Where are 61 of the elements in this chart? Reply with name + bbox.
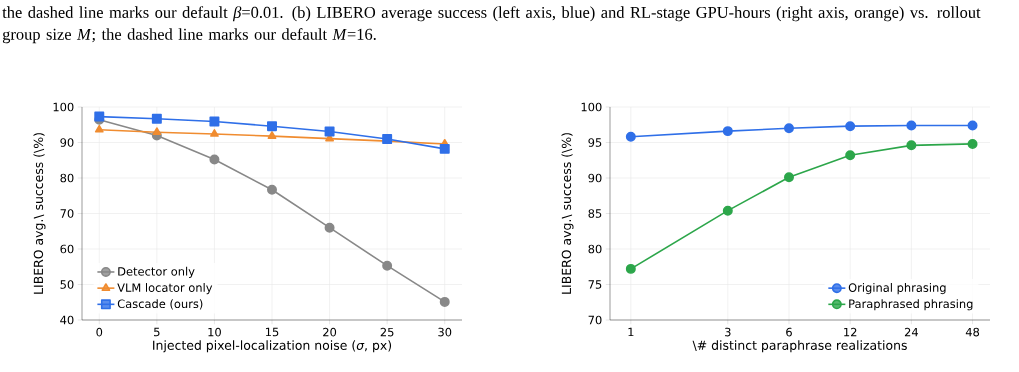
- y-axis-title: LIBERO avg.\ success (\%): [561, 133, 574, 294]
- point: [784, 172, 794, 183]
- point: [210, 129, 219, 137]
- x-tick-label: 25: [380, 327, 394, 337]
- legend-label: VLM locator only: [117, 283, 213, 295]
- y-tick-label: 80: [588, 244, 602, 254]
- x-tick-label: 10: [208, 327, 221, 337]
- x-tick-label: 0: [96, 327, 103, 337]
- legend-label: Original phrasing: [848, 283, 946, 295]
- point: [209, 116, 220, 127]
- point: [439, 296, 450, 307]
- point: [267, 121, 277, 132]
- text: the dashed line marks our default β=0.01. (b) LIBERO average success (left axis, blue) and RL-stage GPU-hours (right axis, orange) vs. rollout group size M; the dashed line marks our default M=16.: [2, 6, 981, 44]
- x-tick-label: 48: [965, 327, 980, 337]
- point: [209, 154, 220, 165]
- point: [382, 260, 393, 271]
- point: [967, 138, 978, 149]
- point: [784, 123, 794, 134]
- point: [267, 131, 277, 139]
- y-tick-label: 100: [53, 102, 74, 112]
- y-tick-label: 40: [60, 315, 74, 325]
- y-tick-label: 90: [588, 173, 602, 183]
- y-tick-label: 50: [60, 280, 74, 289]
- x-tick-label: 24: [904, 327, 918, 337]
- y-tick-label: 70: [588, 315, 602, 325]
- y-tick-label: 75: [588, 280, 602, 289]
- point: [324, 222, 335, 233]
- x-tick-label: 1: [628, 327, 634, 337]
- point: [151, 113, 162, 124]
- y-tick-label: 70: [60, 209, 74, 218]
- x-tick-label: 30: [438, 327, 452, 337]
- y-tick-label: 80: [60, 173, 74, 183]
- point: [324, 126, 335, 137]
- point: [967, 120, 978, 131]
- legend-label: Detector only: [118, 266, 195, 278]
- point: [94, 124, 104, 133]
- x-tick-label: 6: [786, 327, 792, 337]
- y-tick-label: 100: [581, 102, 602, 112]
- x-tick-label: 15: [265, 327, 279, 337]
- point: [906, 140, 917, 151]
- y-tick-label: 85: [588, 209, 602, 218]
- point: [722, 126, 733, 137]
- point: [845, 121, 856, 132]
- point: [439, 143, 450, 154]
- x-tick-label: 5: [154, 327, 160, 337]
- y-tick-label: 60: [60, 244, 74, 254]
- point: [267, 184, 277, 195]
- x-tick-label: 12: [844, 327, 857, 337]
- legend-label: Paraphrased phrasing: [849, 299, 973, 311]
- point: [845, 150, 856, 161]
- x-tick-label: 20: [323, 327, 337, 337]
- x-axis-title: \# distinct paraphrase realizations: [692, 340, 907, 353]
- legend-label: Cascade (ours): [117, 299, 203, 310]
- point: [906, 120, 917, 131]
- y-axis-title: LIBERO avg.\ success (\%): [33, 133, 46, 294]
- x-axis-title: Injected pixel-localization noise (σ, px): [153, 340, 392, 353]
- point: [722, 205, 733, 216]
- y-tick-label: 90: [60, 138, 74, 147]
- y-tick-label: 95: [588, 138, 602, 147]
- x-tick-label: 3: [725, 327, 731, 337]
- point: [152, 127, 162, 136]
